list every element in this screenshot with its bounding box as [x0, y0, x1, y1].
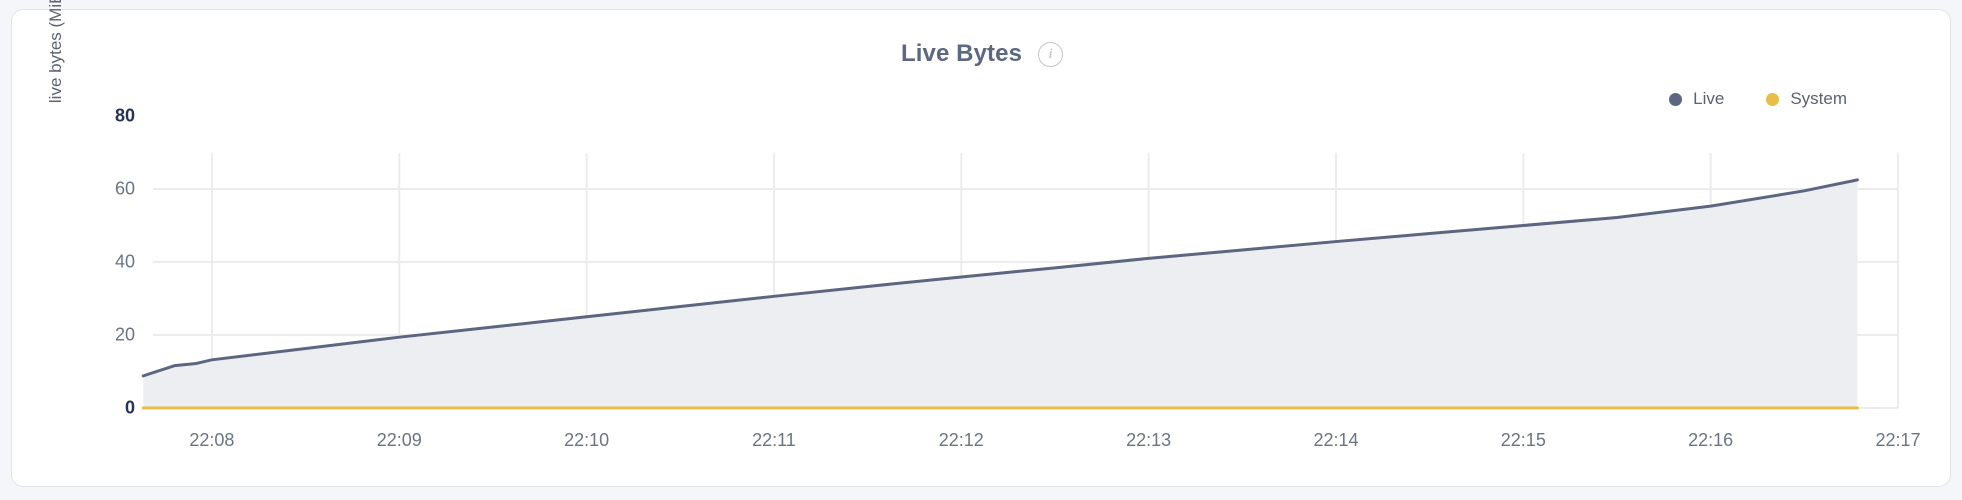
x-tick-2209: 22:09: [376, 430, 422, 450]
legend-label-system: System: [1790, 89, 1847, 108]
x-tick-2214: 22:14: [1313, 430, 1359, 450]
live-bytes-chart-card: Live Bytes i Live System live bytes (MiB…: [11, 0, 1952, 488]
y-tick-80: 80: [114, 105, 135, 126]
info-icon[interactable]: i: [1038, 41, 1064, 67]
x-tick-2210: 22:10: [564, 430, 610, 450]
x-tick-2212: 22:12: [938, 430, 984, 450]
legend-label-live: Live: [1693, 89, 1725, 108]
x-tick-2208: 22:08: [189, 430, 235, 450]
x-tick-2216: 22:16: [1688, 430, 1734, 450]
y-tick-20: 20: [114, 324, 135, 345]
legend-dot-live: [1669, 92, 1683, 106]
legend-item-live[interactable]: Live: [1669, 89, 1724, 109]
x-tick-2217: 22:17: [1875, 430, 1921, 450]
y-tick-60: 60: [114, 178, 135, 199]
y-axis-label: live bytes (MiB): [46, 0, 65, 104]
legend-item-system[interactable]: System: [1766, 89, 1847, 109]
y-tick-40: 40: [114, 251, 135, 272]
chart-plot-area: live bytes (MiB) 0 20 40 60 80 22:08 22:09 22:…: [12, 0, 1952, 488]
chart-legend: Live System: [1669, 89, 1847, 109]
x-tick-2215: 22:15: [1500, 430, 1546, 450]
chart-svg: [141, 153, 1899, 410]
x-tick-2211: 22:11: [752, 430, 796, 450]
chart-header: Live Bytes i: [12, 40, 1952, 68]
x-tick-2213: 22:13: [1126, 430, 1172, 450]
page-title: Live Bytes: [900, 40, 1023, 67]
legend-dot-system: [1766, 92, 1780, 106]
y-tick-0: 0: [124, 397, 135, 418]
